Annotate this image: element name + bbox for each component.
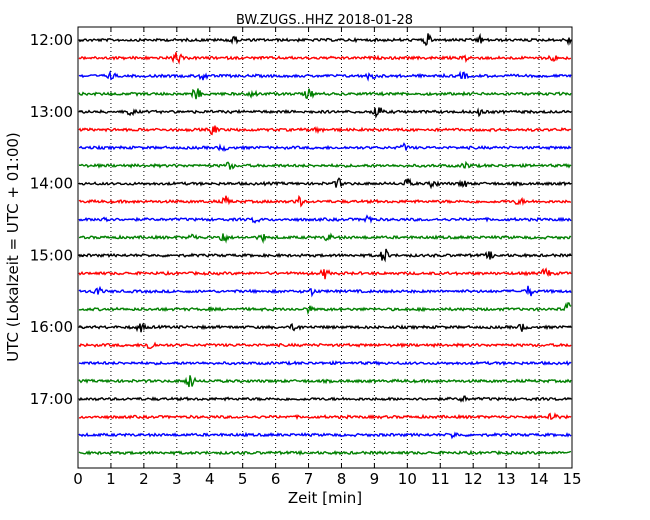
trace-row xyxy=(78,142,572,152)
y-axis: 12:00 13:00 14:00 15:00 16:00 17:00 xyxy=(30,31,572,408)
x-tick-label: 5 xyxy=(238,470,248,488)
vertical-grid xyxy=(110,27,540,468)
trace-row xyxy=(78,125,572,136)
x-tick-label: 1 xyxy=(106,470,116,488)
y-tick-label: 16:00 xyxy=(30,318,73,336)
trace-row xyxy=(78,302,572,316)
trace-row xyxy=(78,52,572,65)
x-tick-label: 11 xyxy=(431,470,450,488)
trace-row xyxy=(78,395,572,403)
trace-row xyxy=(78,449,572,456)
chart-title: BW.ZUGS..HHZ 2018-01-28 xyxy=(236,13,413,28)
x-tick-label: 3 xyxy=(172,470,182,488)
x-tick-label: 6 xyxy=(271,470,281,488)
x-tick-label: 9 xyxy=(370,470,380,488)
x-tick-label: 15 xyxy=(562,470,581,488)
trace-row xyxy=(78,32,572,47)
trace-row xyxy=(78,360,572,367)
x-tick-label: 0 xyxy=(73,470,83,488)
x-tick-label: 8 xyxy=(337,470,347,488)
trace-row xyxy=(78,214,572,224)
trace-row xyxy=(78,69,572,82)
trace-row xyxy=(78,248,572,263)
x-tick-label: 10 xyxy=(398,470,417,488)
y-tick-label: 13:00 xyxy=(30,103,73,121)
trace-row xyxy=(78,341,572,350)
plot-frame xyxy=(77,26,573,469)
trace-row xyxy=(78,160,572,170)
x-axis-label: Zeit [min] xyxy=(288,489,362,507)
trace-row xyxy=(78,431,572,440)
trace-row xyxy=(78,322,572,333)
y-axis-label: UTC (Lokalzeit = UTC + 01:00) xyxy=(4,132,22,362)
y-tick-label: 15:00 xyxy=(30,246,73,264)
trace-row xyxy=(78,194,572,208)
x-tick-label: 14 xyxy=(530,470,549,488)
trace-row xyxy=(78,285,572,298)
x-tick-label: 2 xyxy=(139,470,149,488)
trace-row xyxy=(78,107,572,119)
y-tick-label: 14:00 xyxy=(30,175,73,193)
trace-row xyxy=(78,267,572,280)
x-tick-label: 7 xyxy=(304,470,314,488)
x-tick-label: 13 xyxy=(497,470,516,488)
trace-row xyxy=(78,88,572,100)
y-tick-label: 17:00 xyxy=(30,390,73,408)
seismic-traces xyxy=(78,32,572,456)
y-tick-label: 12:00 xyxy=(30,31,73,49)
x-axis: 0 1 2 3 4 5 6 7 8 9 10 11 12 13 14 15 xyxy=(73,27,582,488)
trace-row xyxy=(78,177,572,190)
x-tick-label: 12 xyxy=(464,470,483,488)
trace-row xyxy=(78,232,572,244)
trace-row xyxy=(78,412,572,421)
trace-row xyxy=(78,375,572,388)
x-tick-label: 4 xyxy=(205,470,215,488)
